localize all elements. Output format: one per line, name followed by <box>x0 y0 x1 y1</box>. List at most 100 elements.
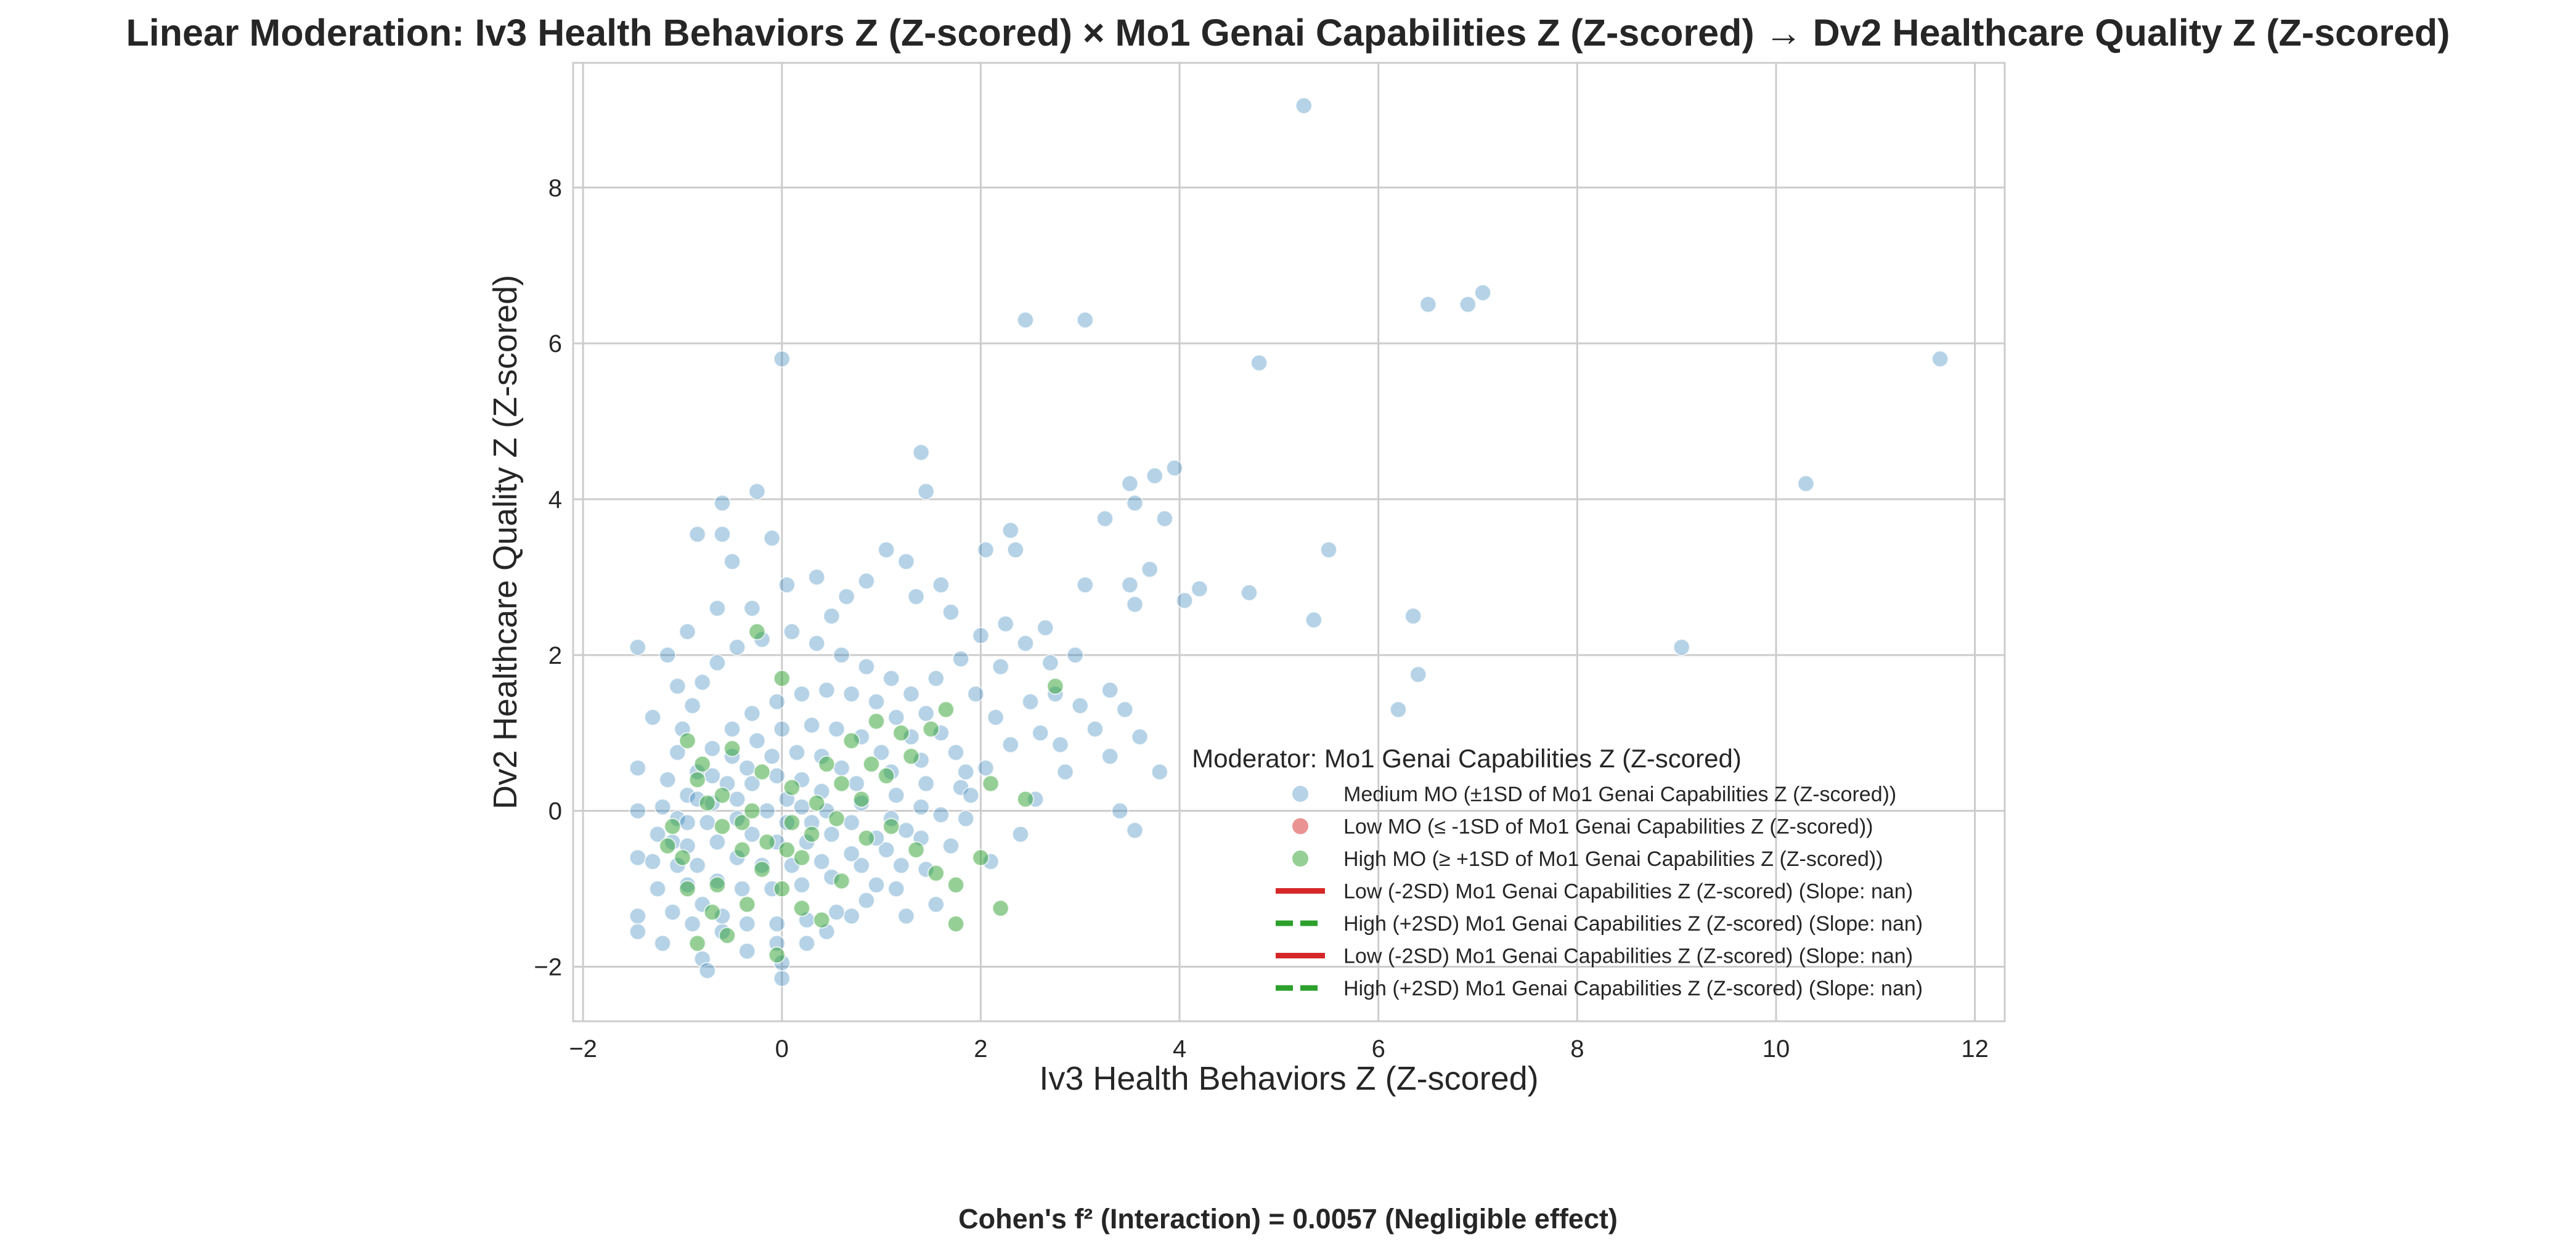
data-point <box>842 732 860 749</box>
data-point <box>1017 311 1035 329</box>
data-point <box>693 674 711 692</box>
data-point <box>852 857 870 875</box>
data-point <box>659 646 677 664</box>
data-point <box>679 814 696 831</box>
data-point <box>887 786 905 804</box>
data-point <box>842 907 860 925</box>
data-point <box>763 748 781 765</box>
data-point <box>987 708 1005 726</box>
data-point <box>942 603 960 621</box>
data-point <box>654 934 672 952</box>
legend-items: Medium MO (±1SD of Mo1 Genai Capabilitie… <box>1276 783 1923 1000</box>
data-point <box>683 696 701 714</box>
data-point <box>1419 295 1437 313</box>
data-point <box>698 961 716 979</box>
data-point <box>1066 646 1084 664</box>
data-point <box>917 483 935 500</box>
data-point <box>962 786 980 804</box>
data-point <box>713 786 731 804</box>
data-point <box>1797 475 1815 492</box>
data-point <box>868 876 886 894</box>
data-point <box>664 817 682 835</box>
data-point <box>1111 802 1129 820</box>
data-point <box>773 350 791 368</box>
data-point <box>927 669 945 687</box>
data-point <box>629 802 646 820</box>
data-point <box>1295 97 1313 115</box>
data-point <box>738 896 756 913</box>
data-point <box>927 896 945 913</box>
data-point <box>688 857 706 875</box>
data-point <box>897 553 915 571</box>
data-point <box>1071 696 1089 714</box>
data-point <box>669 677 687 695</box>
data-point <box>932 806 950 823</box>
data-point <box>1250 354 1268 372</box>
data-point <box>842 845 860 863</box>
x-tick-label: 4 <box>1173 1035 1186 1063</box>
data-point <box>758 833 776 851</box>
y-axis-label: Dv2 Healthcare Quality Z (Z-scored) <box>487 275 524 809</box>
data-point <box>818 681 836 699</box>
data-point <box>1409 666 1427 684</box>
legend-label: Low (-2SD) Mo1 Genai Capabilities Z (Z-s… <box>1343 880 1913 904</box>
data-point <box>748 732 766 749</box>
data-point <box>733 841 751 859</box>
data-point <box>778 576 796 594</box>
data-point <box>773 969 791 987</box>
data-point <box>733 814 751 831</box>
data-point <box>1011 825 1029 843</box>
data-point <box>972 627 990 645</box>
data-point <box>768 767 786 785</box>
data-point <box>887 880 905 898</box>
data-point <box>629 759 646 777</box>
data-point <box>972 849 990 867</box>
data-point <box>957 763 975 781</box>
data-point <box>793 876 811 894</box>
data-point <box>808 634 826 652</box>
data-point <box>1131 728 1149 746</box>
data-point <box>719 926 736 944</box>
data-point <box>873 743 891 761</box>
data-point <box>1305 611 1323 629</box>
data-point <box>887 708 905 726</box>
data-point <box>793 685 811 703</box>
data-point <box>629 639 646 656</box>
y-tick-label: 8 <box>548 174 562 202</box>
data-point <box>788 743 805 761</box>
y-tick-label: −2 <box>534 954 562 981</box>
data-point <box>1037 619 1054 637</box>
data-point <box>723 720 741 738</box>
data-point <box>768 946 786 964</box>
data-point <box>669 743 687 761</box>
data-point <box>798 934 816 952</box>
data-point <box>1017 634 1035 652</box>
x-tick-label: 0 <box>775 1035 789 1063</box>
data-point <box>947 915 965 933</box>
data-point <box>808 568 826 586</box>
data-points <box>629 97 1949 987</box>
data-point <box>1001 736 1019 754</box>
data-point <box>813 911 831 929</box>
data-point <box>878 841 895 859</box>
data-point <box>629 907 646 925</box>
data-point <box>1474 284 1492 301</box>
data-point <box>897 822 915 839</box>
legend-label: Low MO (≤ -1SD of Mo1 Genai Capabilities… <box>1343 815 1873 839</box>
data-point <box>907 587 925 605</box>
data-point <box>708 599 726 617</box>
x-tick-label: 2 <box>974 1035 987 1063</box>
data-point <box>688 525 706 543</box>
data-point <box>917 775 935 793</box>
data-point <box>897 907 915 925</box>
data-point <box>733 880 751 898</box>
data-point <box>743 775 761 793</box>
data-point <box>698 814 716 831</box>
data-point <box>768 915 786 933</box>
data-point <box>942 837 960 855</box>
data-point <box>1001 521 1019 539</box>
data-point <box>937 701 955 719</box>
data-point <box>753 860 771 878</box>
legend-label: High MO (≥ +1SD of Mo1 Genai Capabilitie… <box>1343 847 1883 871</box>
data-point <box>842 685 860 703</box>
